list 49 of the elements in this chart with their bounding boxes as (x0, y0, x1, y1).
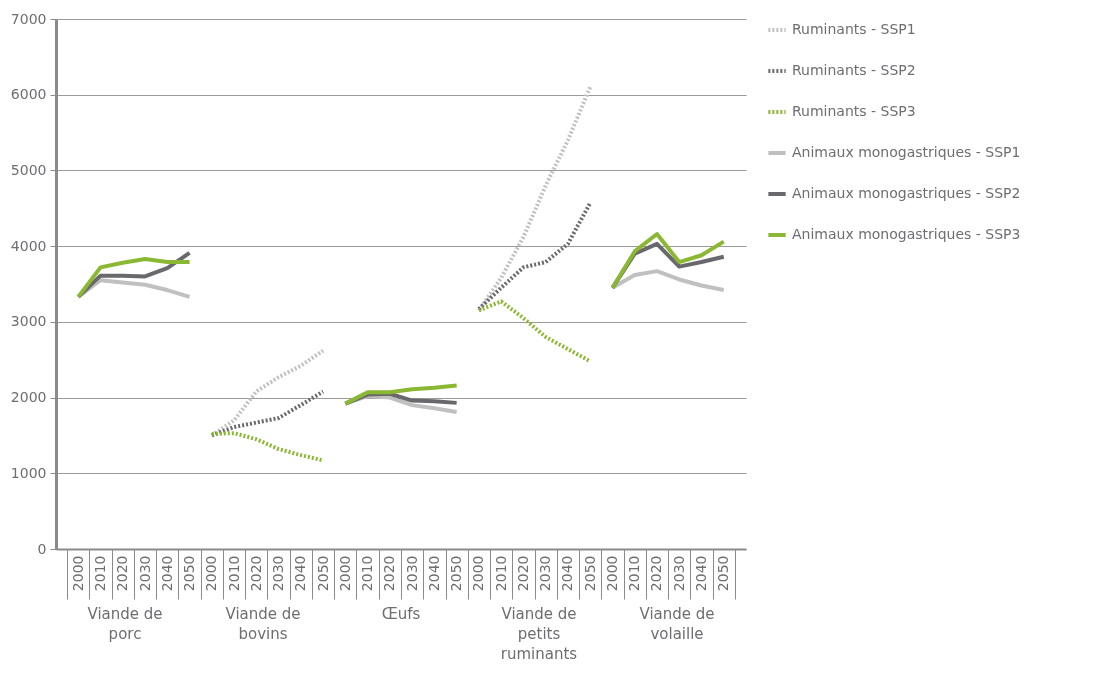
legend-label: Ruminants - SSP2 (792, 62, 916, 78)
x-tick-label: 2020 (381, 555, 398, 592)
x-tick-label: 2030 (136, 555, 153, 592)
x-tick-label: 2020 (114, 555, 131, 592)
legend-label: Animaux monogastriques - SSP2 (792, 185, 1021, 201)
x-tick-label: 2010 (92, 555, 109, 592)
y-tick-label: 0 (37, 540, 47, 557)
x-tick-label: 2040 (692, 555, 709, 592)
x-tick-label: 2030 (670, 555, 687, 592)
x-tick-label: 2020 (247, 555, 264, 592)
x-tick-label: 2000 (603, 555, 620, 592)
y-tick-label: 7000 (10, 10, 47, 27)
x-tick-label: 2050 (581, 555, 598, 592)
x-tick-label: 2000 (336, 555, 353, 592)
legend-label: Animaux monogastriques - SSP3 (792, 226, 1021, 242)
text: Viande de porc (87, 605, 163, 643)
x-tick-label: 2050 (314, 555, 331, 592)
x-tick-label: 2040 (292, 555, 309, 592)
legend-label: Ruminants - SSP1 (792, 21, 916, 37)
x-tick-label: 2040 (425, 555, 442, 592)
x-tick-label: 2000 (69, 555, 86, 592)
x-tick-label: 2010 (626, 555, 643, 592)
legend-label: Ruminants - SSP3 (792, 103, 916, 119)
x-tick-label: 2010 (359, 555, 376, 592)
x-tick-label: 2010 (225, 555, 242, 592)
y-tick-label: 6000 (10, 86, 47, 103)
text: Viande de volaille (639, 605, 715, 643)
x-tick-label: 2050 (181, 555, 198, 592)
y-tick-label: 5000 (10, 161, 47, 178)
text: Œufs (381, 605, 421, 623)
y-tick-label: 1000 (10, 464, 47, 481)
x-tick-label: 2000 (470, 555, 487, 592)
y-tick-label: 3000 (10, 313, 47, 330)
legend-label: Animaux monogastriques - SSP1 (792, 144, 1021, 160)
x-tick-label: 2030 (270, 555, 287, 592)
y-tick-label: 4000 (10, 237, 47, 254)
x-tick-label: 2040 (158, 555, 175, 592)
x-tick-label: 2030 (403, 555, 420, 592)
x-tick-label: 2040 (559, 555, 576, 592)
text: Viande de bovins (225, 605, 301, 643)
x-tick-label: 2030 (537, 555, 554, 592)
x-tick-label: 2000 (203, 555, 220, 592)
text: Viande de petits ruminants (500, 605, 578, 663)
x-tick-label: 2020 (648, 555, 665, 592)
x-tick-label: 2020 (514, 555, 531, 592)
x-tick-label: 2050 (715, 555, 732, 592)
y-tick-label: 2000 (10, 389, 47, 406)
x-tick-label: 2010 (492, 555, 509, 592)
x-tick-label: 2050 (448, 555, 465, 592)
